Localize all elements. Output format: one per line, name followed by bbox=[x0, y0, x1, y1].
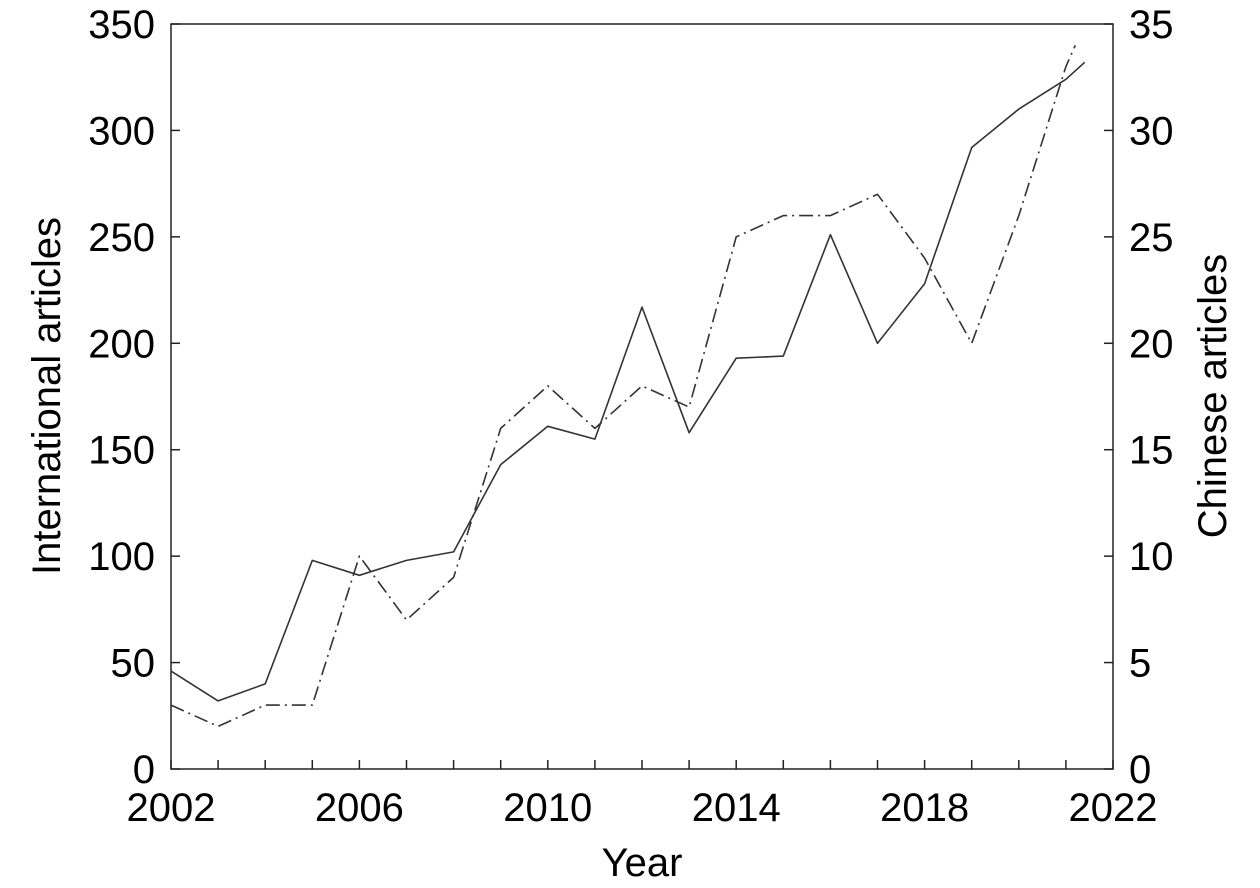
x-tick-label: 2010 bbox=[503, 786, 592, 830]
y2-tick-label: 15 bbox=[1129, 429, 1174, 473]
y2-tick-label: 30 bbox=[1129, 109, 1174, 153]
y-tick-label: 100 bbox=[88, 535, 155, 579]
y2-tick-label: 25 bbox=[1129, 216, 1174, 260]
x-tick-label: 2006 bbox=[315, 786, 404, 830]
y2-tick-label: 35 bbox=[1129, 3, 1174, 47]
x-tick-label: 2022 bbox=[1069, 786, 1158, 830]
y2-tick-label: 0 bbox=[1129, 748, 1151, 792]
y-tick-label: 200 bbox=[88, 322, 155, 366]
x-tick-label: 2018 bbox=[880, 786, 969, 830]
series-layer bbox=[170, 44, 1086, 728]
y-tick-label: 350 bbox=[88, 3, 155, 47]
plot-frame bbox=[170, 23, 1114, 770]
y2-tick-label: 10 bbox=[1129, 535, 1174, 579]
y-tick-label: 250 bbox=[88, 216, 155, 260]
y-tick-label: 0 bbox=[133, 748, 155, 792]
y2-tick-label: 5 bbox=[1129, 642, 1151, 686]
x-axis: 2002 2006 2010 2014 2018 2022 bbox=[127, 760, 1158, 830]
y2-tick-label: 20 bbox=[1129, 322, 1174, 366]
y-axis-left: 0 50 100 150 200 250 300 350 bbox=[88, 3, 180, 792]
series-line-chinese bbox=[170, 44, 1077, 728]
y-tick-label: 300 bbox=[88, 109, 155, 153]
y-tick-label: 150 bbox=[88, 429, 155, 473]
x-tick-label: 2014 bbox=[692, 786, 781, 830]
y-axis-right: 0 5 10 15 20 25 30 35 bbox=[1104, 3, 1174, 792]
x-tick-label: 2002 bbox=[127, 786, 216, 830]
x-axis-title: Year bbox=[602, 841, 683, 885]
y-tick-label: 50 bbox=[111, 642, 156, 686]
y-axis-right-title: Chinese articles bbox=[1191, 254, 1235, 539]
y-axis-left-title: International articles bbox=[25, 217, 69, 575]
series-line-international bbox=[170, 61, 1086, 702]
